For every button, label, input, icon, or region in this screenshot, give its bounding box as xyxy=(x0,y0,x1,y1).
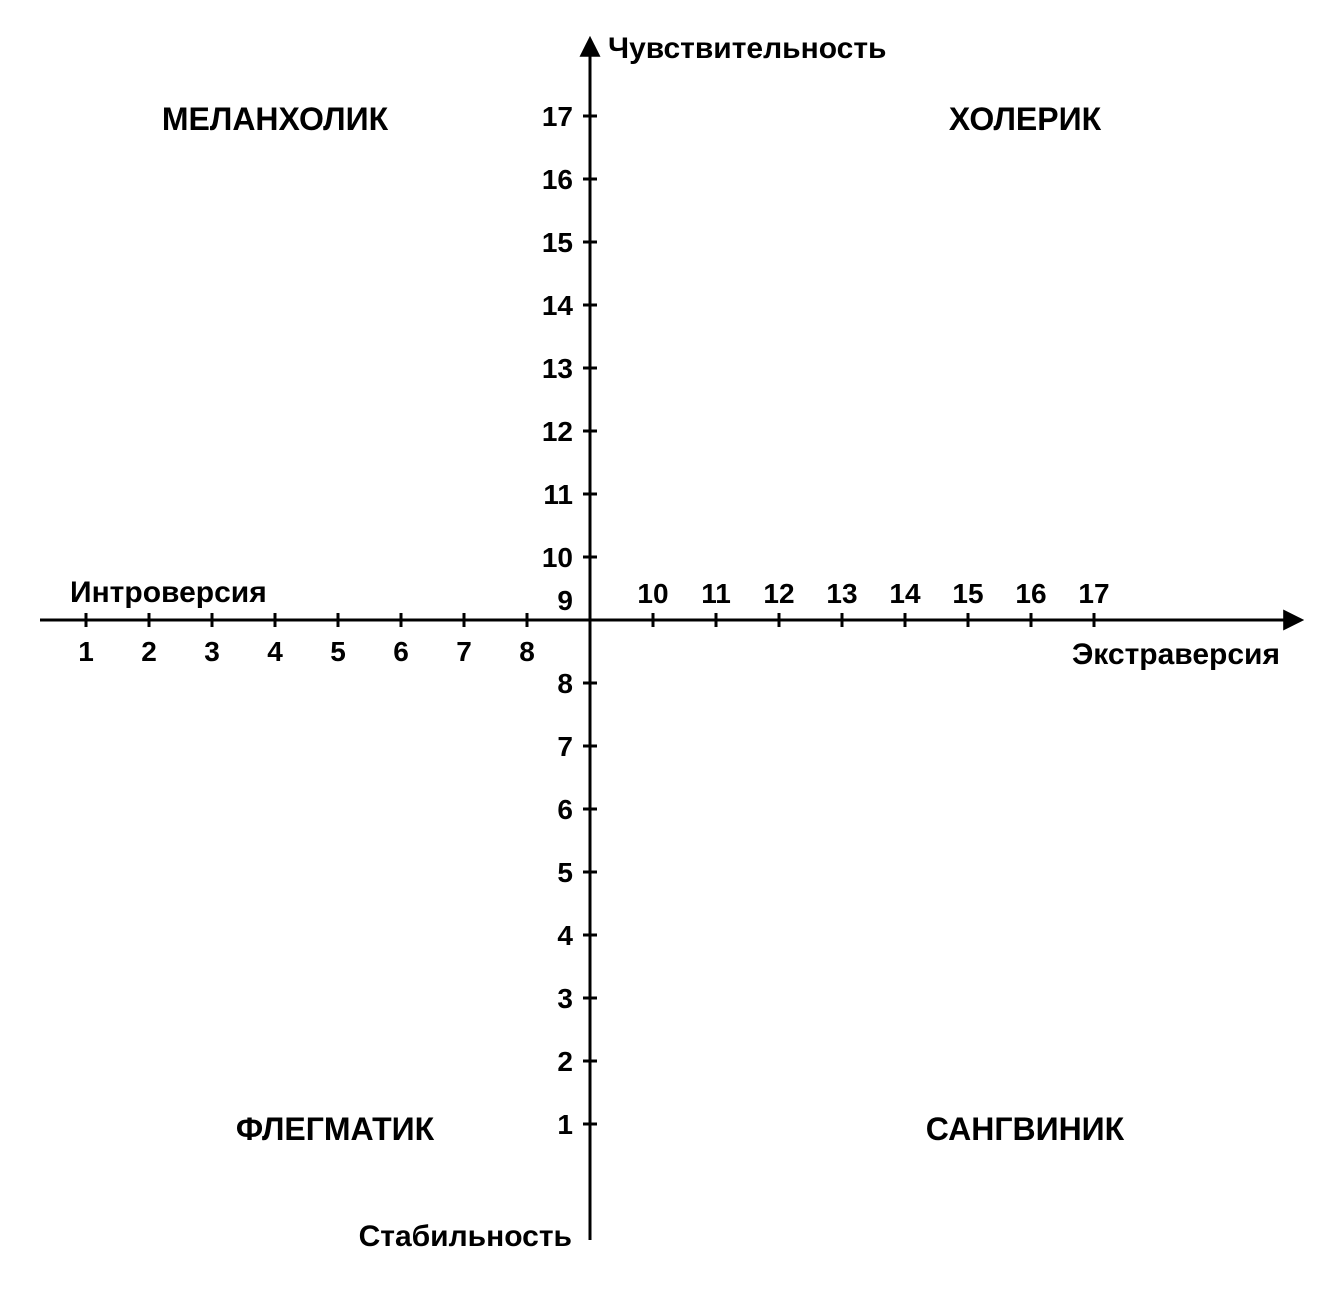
y-tick-label: 6 xyxy=(557,794,573,825)
y-tick-label: 7 xyxy=(557,731,573,762)
y-axis-top-label: Чувствительность xyxy=(608,32,886,65)
y-tick-label: 10 xyxy=(542,542,573,573)
quadrant-top-right: ХОЛЕРИК xyxy=(949,101,1102,137)
x-tick-label: 7 xyxy=(456,636,472,667)
quadrant-bottom-right: САНГВИНИК xyxy=(926,1111,1125,1147)
y-tick-label: 12 xyxy=(542,416,573,447)
x-tick-label: 15 xyxy=(952,578,983,609)
y-tick-label: 17 xyxy=(542,101,573,132)
x-axis-left-label: Интроверсия xyxy=(70,576,267,609)
y-tick-label: 15 xyxy=(542,227,573,258)
x-axis-right-label: Экстраверсия xyxy=(1072,638,1280,671)
x-tick-label: 17 xyxy=(1078,578,1109,609)
y-tick-label: 3 xyxy=(557,983,573,1014)
y-tick-label: 4 xyxy=(557,920,573,951)
x-tick-label: 12 xyxy=(763,578,794,609)
x-tick-label: 5 xyxy=(330,636,346,667)
y-tick-label: 5 xyxy=(557,857,573,888)
x-tick-label: 1 xyxy=(78,636,94,667)
x-tick-label: 11 xyxy=(701,578,731,609)
x-tick-label: 4 xyxy=(267,636,283,667)
x-tick-label: 2 xyxy=(141,636,157,667)
x-tick-label: 3 xyxy=(204,636,220,667)
x-tick-label: 6 xyxy=(393,636,409,667)
temperament-quadrant-chart: 1234567810111213141516171011121314151617… xyxy=(20,20,1338,1282)
y-tick-label: 1 xyxy=(557,1109,573,1140)
y-tick-label: 14 xyxy=(542,290,574,321)
quadrant-bottom-left: ФЛЕГМАТИК xyxy=(236,1111,435,1147)
y-tick-label: 13 xyxy=(542,353,573,384)
y-axis-bottom-label: Стабильность xyxy=(359,1220,572,1253)
y-tick-label: 2 xyxy=(557,1046,573,1077)
center-label: 9 xyxy=(557,585,573,616)
x-tick-label: 8 xyxy=(519,636,535,667)
x-tick-label: 14 xyxy=(889,578,921,609)
y-tick-label: 16 xyxy=(542,164,573,195)
y-tick-label: 8 xyxy=(557,668,573,699)
x-tick-label: 13 xyxy=(826,578,857,609)
quadrant-top-left: МЕЛАНХОЛИК xyxy=(162,101,389,137)
x-tick-label: 16 xyxy=(1015,578,1046,609)
y-tick-label: 11 xyxy=(543,479,573,510)
x-tick-label: 10 xyxy=(637,578,668,609)
